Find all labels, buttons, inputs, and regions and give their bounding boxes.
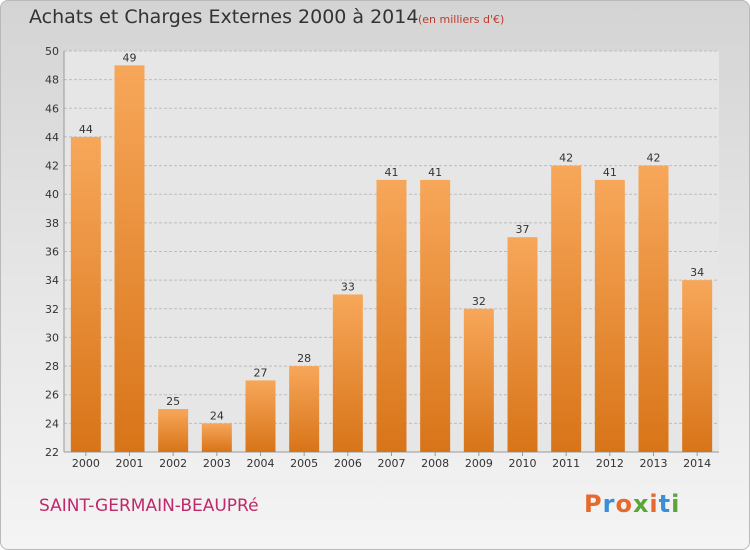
proxiti-logo[interactable]: Proxiti xyxy=(584,490,680,518)
bar-value-label: 41 xyxy=(428,166,442,179)
x-tick-label: 2005 xyxy=(290,457,318,470)
bar xyxy=(682,280,713,452)
bar xyxy=(376,179,407,452)
bar xyxy=(638,165,669,453)
bar xyxy=(201,423,232,452)
x-tick-label: 2004 xyxy=(247,457,275,470)
bar-value-label: 34 xyxy=(690,266,704,279)
y-tick-label: 40 xyxy=(45,188,59,201)
x-tick-label: 2002 xyxy=(159,457,187,470)
x-tick-label: 2012 xyxy=(596,457,624,470)
x-tick-label: 2014 xyxy=(683,457,711,470)
y-tick-label: 46 xyxy=(45,102,59,115)
x-tick-label: 2000 xyxy=(72,457,100,470)
y-tick-label: 50 xyxy=(45,45,59,58)
logo-letter: t xyxy=(658,490,672,518)
x-tick-label: 2011 xyxy=(552,457,580,470)
logo-letter: x xyxy=(632,490,650,518)
x-tick-label: 2003 xyxy=(203,457,231,470)
x-tick-label: 2010 xyxy=(509,457,537,470)
commune-name: SAINT-GERMAIN-BEAUPRé xyxy=(39,496,259,516)
logo-letter: P xyxy=(584,490,603,518)
bar xyxy=(158,409,189,452)
y-tick-label: 32 xyxy=(45,303,59,316)
bar xyxy=(70,136,101,452)
x-tick-label: 2009 xyxy=(465,457,493,470)
y-tick-label: 42 xyxy=(45,160,59,173)
y-tick-label: 22 xyxy=(45,446,59,459)
bar-value-label: 42 xyxy=(647,152,661,165)
bar-value-label: 42 xyxy=(559,152,573,165)
x-tick-label: 2013 xyxy=(640,457,668,470)
y-tick-label: 34 xyxy=(45,274,59,287)
bar xyxy=(114,65,145,453)
bar-value-label: 24 xyxy=(210,409,224,422)
bar-value-label: 32 xyxy=(472,295,486,308)
bar-value-label: 33 xyxy=(341,280,355,293)
x-tick-label: 2001 xyxy=(116,457,144,470)
logo-letter: o xyxy=(615,490,633,518)
bar xyxy=(594,179,625,452)
bar-value-label: 44 xyxy=(79,123,93,136)
bar xyxy=(463,308,494,452)
y-tick-label: 38 xyxy=(45,217,59,230)
bar-value-label: 41 xyxy=(385,166,399,179)
logo-letter: i xyxy=(649,490,659,518)
bar xyxy=(332,294,363,452)
y-tick-label: 24 xyxy=(45,417,59,430)
chart-subtitle: (en milliers d'€) xyxy=(418,13,505,26)
chart-title: Achats et Charges Externes 2000 à 2014 xyxy=(29,6,419,28)
x-tick-label: 2007 xyxy=(378,457,406,470)
x-tick-label: 2006 xyxy=(334,457,362,470)
bar-value-label: 27 xyxy=(254,366,268,379)
bar-value-label: 28 xyxy=(297,352,311,365)
bar xyxy=(507,237,538,452)
bar-value-label: 49 xyxy=(123,51,137,64)
logo-letter: r xyxy=(602,490,616,518)
bar-value-label: 25 xyxy=(166,395,180,408)
y-tick-label: 28 xyxy=(45,360,59,373)
bar xyxy=(420,179,451,452)
y-tick-label: 48 xyxy=(45,74,59,87)
bar xyxy=(245,380,276,452)
bar-value-label: 41 xyxy=(603,166,617,179)
y-tick-label: 30 xyxy=(45,331,59,344)
x-tick-label: 2008 xyxy=(421,457,449,470)
y-tick-label: 44 xyxy=(45,131,59,144)
logo-letter: i xyxy=(671,490,681,518)
y-tick-label: 26 xyxy=(45,389,59,402)
bar xyxy=(551,165,582,453)
bar xyxy=(289,366,320,452)
y-tick-label: 36 xyxy=(45,246,59,259)
bar-value-label: 37 xyxy=(516,223,530,236)
